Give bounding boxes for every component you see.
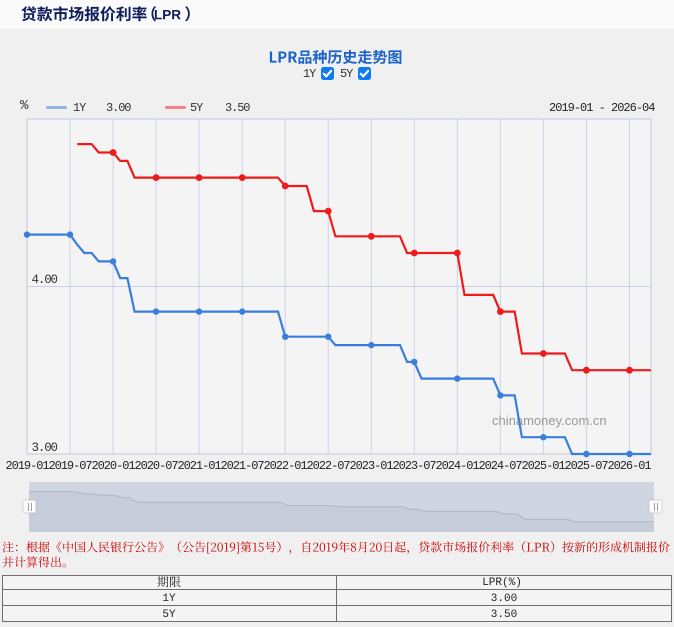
svg-text:chinamoney.com.cn: chinamoney.com.cn (492, 413, 607, 428)
